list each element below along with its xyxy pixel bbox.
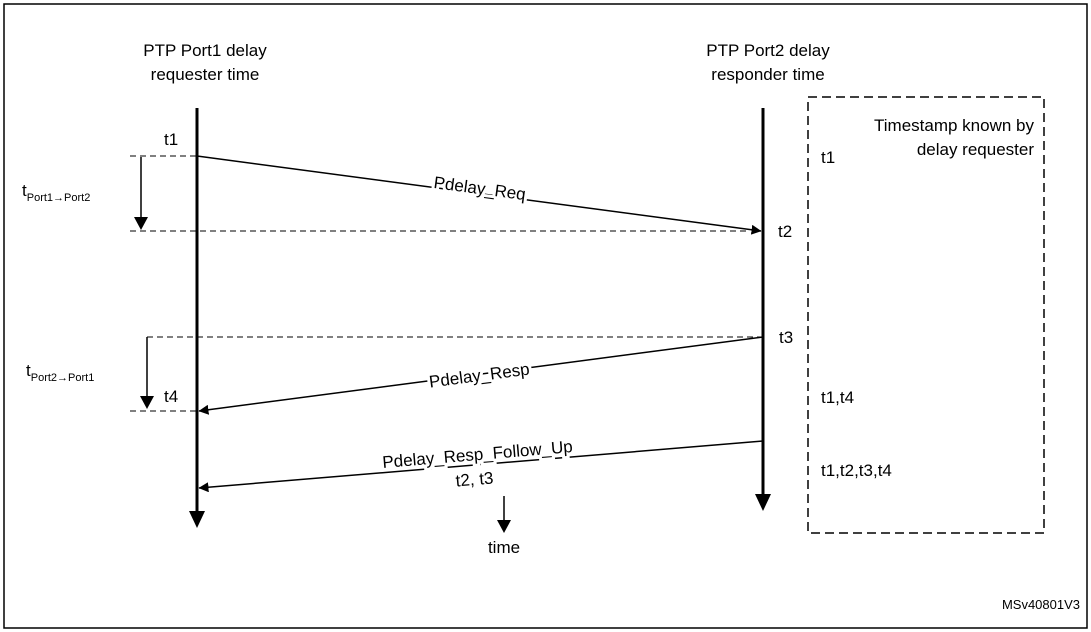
pdelay-resp-follow-up-arrow bbox=[198, 440, 764, 493]
t2-label: t2 bbox=[778, 222, 792, 241]
port1-label-line2: requester time bbox=[151, 65, 260, 84]
figure-frame bbox=[3, 3, 1088, 629]
pdelay-req-arrow bbox=[196, 155, 762, 235]
known-by-title-line1: Timestamp known by bbox=[874, 116, 1034, 135]
port2-label-line1: PTP Port2 delay bbox=[706, 41, 830, 60]
pdelay-resp-follow-up-label: Pdelay_Resp_Follow_Up bbox=[382, 437, 574, 472]
port1-label-line1: PTP Port1 delay bbox=[143, 41, 267, 60]
figure-code: MSv40801V3 bbox=[1002, 597, 1080, 612]
forward-interval-arrow bbox=[134, 157, 148, 230]
known-entry-all: t1,t2,t3,t4 bbox=[821, 461, 892, 480]
reverse-interval-arrow bbox=[140, 337, 154, 409]
t4-label: t4 bbox=[164, 387, 178, 406]
port2-timeline bbox=[755, 108, 771, 511]
follow-up-payload-label: t2, t3 bbox=[455, 468, 494, 490]
pdelay-resp-label: Pdelay_Resp bbox=[428, 360, 531, 392]
time-arrow bbox=[497, 496, 511, 533]
pdelay-resp-arrow bbox=[198, 336, 764, 415]
reverse-interval-label: tPort2→Port1 bbox=[26, 361, 94, 384]
time-label: time bbox=[488, 538, 520, 557]
port1-timeline-arrowhead bbox=[189, 511, 205, 528]
known-by-title-line2: delay requester bbox=[917, 140, 1035, 159]
t1-label: t1 bbox=[164, 130, 178, 149]
port2-timeline-arrowhead bbox=[755, 494, 771, 511]
pdelay-req-label: Pdelay_Req bbox=[433, 173, 527, 204]
forward-interval-label: tPort1→Port2 bbox=[22, 181, 90, 204]
known-entry-t1-t4: t1,t4 bbox=[821, 388, 854, 407]
known-by-box bbox=[807, 96, 1045, 534]
port2-label-line2: responder time bbox=[711, 65, 824, 84]
known-entry-t1: t1 bbox=[821, 148, 835, 167]
t3-label: t3 bbox=[779, 328, 793, 347]
port1-timeline bbox=[189, 108, 205, 528]
